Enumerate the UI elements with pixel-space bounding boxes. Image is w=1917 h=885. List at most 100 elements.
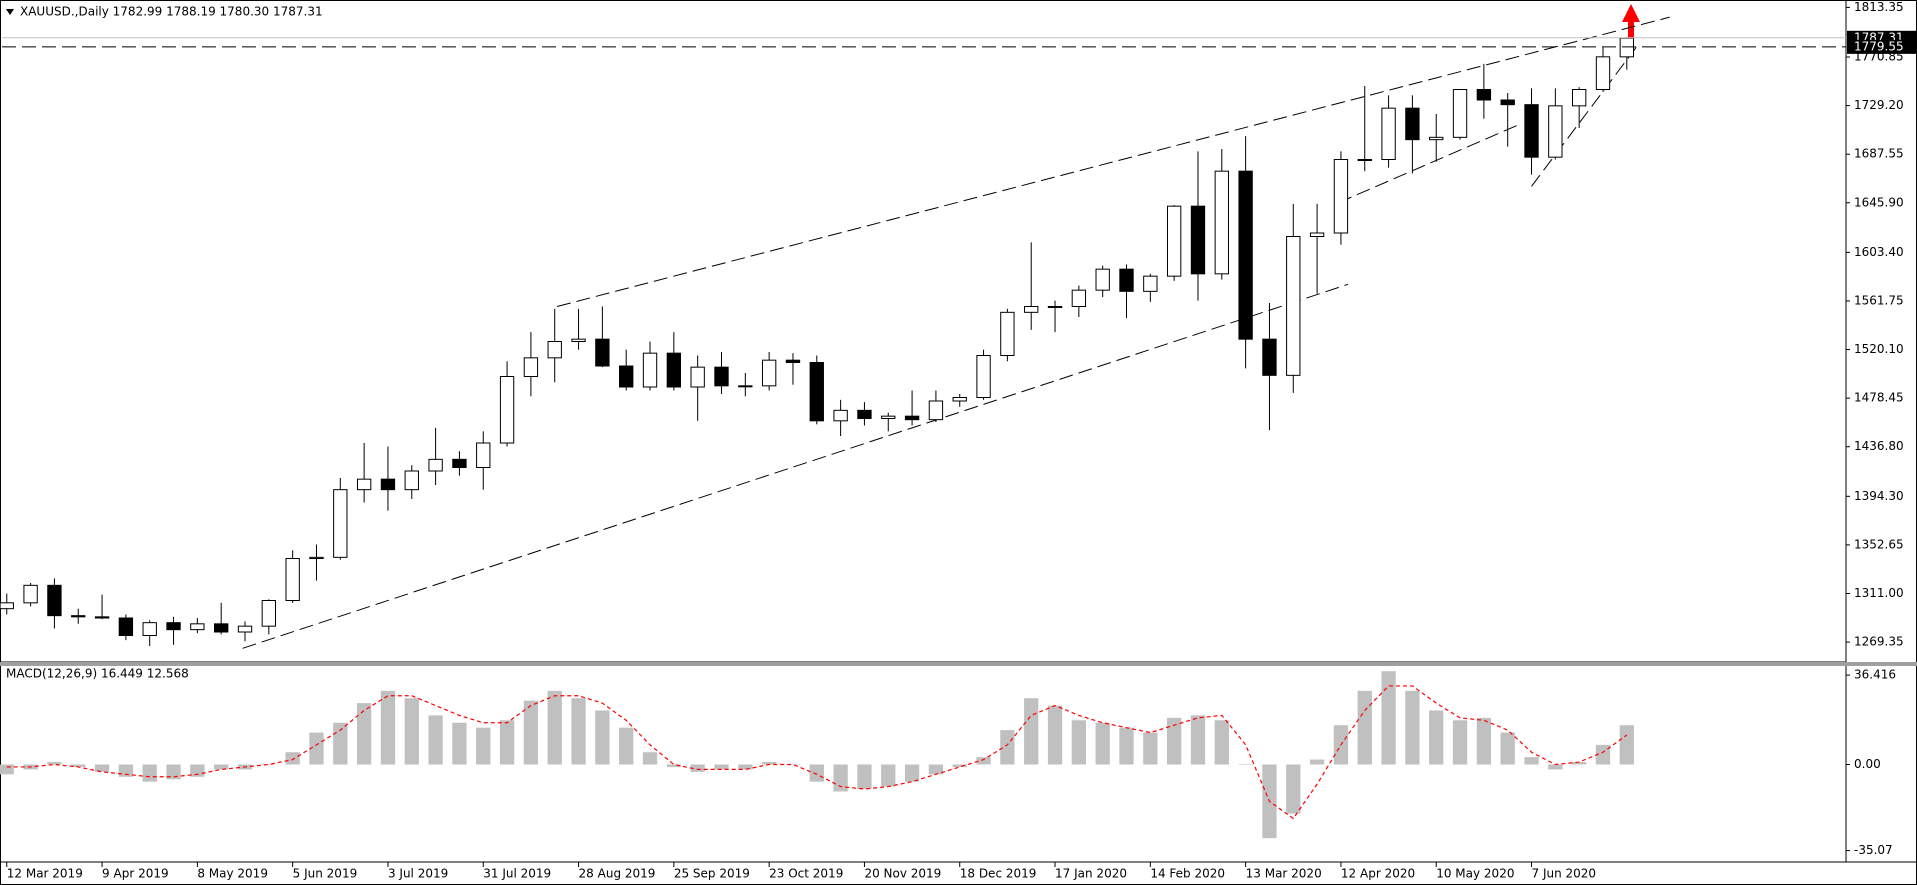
candle-body (1119, 268, 1134, 292)
macd-bar (333, 722, 348, 765)
candle-body (23, 584, 38, 604)
x-tick-label: 23 Oct 2019 (769, 867, 843, 881)
y-tick-label: 1603.40 (1854, 245, 1904, 259)
macd-bar (1452, 720, 1468, 765)
x-tick-label: 14 Feb 2020 (1150, 867, 1225, 881)
candle-body (1500, 99, 1515, 106)
y-tick-label: 1520.10 (1854, 342, 1904, 356)
candle-body (499, 376, 515, 444)
candle-body (94, 616, 110, 619)
macd-bar (857, 764, 872, 790)
y-tick-label: 1687.55 (1854, 147, 1904, 161)
y-tick-label: 1311.00 (1854, 586, 1904, 600)
x-tick-label: 10 May 2020 (1436, 867, 1514, 881)
macd-bar (1214, 720, 1229, 765)
macd-bar (952, 764, 967, 767)
macd-bar (1000, 730, 1015, 765)
candle-body (1286, 236, 1301, 376)
candle-body (1452, 89, 1468, 138)
macd-bar (1381, 671, 1396, 765)
y-tick-label: 0.00 (1854, 757, 1881, 771)
y-tick-label: 36.416 (1854, 668, 1896, 682)
macd-bar (166, 764, 181, 780)
candle-body (571, 338, 586, 342)
x-tick-label: 25 Sep 2019 (674, 867, 750, 881)
x-tick-label: 5 Jun 2019 (293, 867, 358, 881)
macd-bar (1357, 690, 1372, 765)
macd-bar (1167, 717, 1182, 765)
macd-bar (1309, 759, 1325, 765)
macd-bar (499, 720, 515, 765)
x-tick-label: 17 Jan 2020 (1055, 867, 1127, 881)
macd-bar (1524, 757, 1539, 765)
candle-body (333, 489, 348, 558)
candle-body (1548, 105, 1563, 158)
candle-body (356, 478, 372, 491)
macd-bar (1429, 710, 1444, 765)
candle-body (1071, 289, 1087, 307)
candle-body (976, 355, 991, 398)
candle-body (1524, 104, 1539, 158)
candle-body (1166, 205, 1182, 277)
trendline (1531, 43, 1640, 187)
trendline (242, 283, 1349, 649)
macd-bar (595, 710, 610, 765)
macd-bar (1595, 744, 1611, 765)
candle-body (666, 352, 682, 388)
macd-bar (1405, 690, 1420, 765)
y-tick-label: 1352.65 (1854, 537, 1904, 551)
candle-body (476, 442, 491, 468)
x-tick-label: 28 Aug 2019 (579, 867, 656, 881)
macd-bar (428, 715, 443, 765)
candle-body (1405, 107, 1420, 141)
y-tick-label: 1269.35 (1854, 635, 1904, 649)
candle-body (285, 558, 300, 601)
y-tick-label: 1561.75 (1854, 293, 1904, 307)
macd-bar (285, 752, 300, 765)
macd-bar (547, 690, 562, 765)
macd-bar (1572, 762, 1587, 765)
macd-bar (571, 698, 586, 765)
candle-body (1381, 107, 1396, 160)
candle-body (1333, 159, 1349, 234)
x-tick-label: 18 Dec 2019 (960, 867, 1037, 881)
candle-body (142, 622, 157, 637)
chart-title: XAUUSD.,Daily 1782.99 1788.19 1780.30 17… (20, 5, 323, 19)
candle-body (785, 359, 801, 363)
candle-body (881, 415, 896, 419)
collapse-icon[interactable] (6, 9, 14, 15)
candle-body (833, 409, 848, 422)
macd-bar (1071, 720, 1087, 765)
price-label: 1779.55 (1854, 39, 1904, 53)
candle-body (380, 478, 396, 491)
candle-body (619, 365, 634, 388)
candle-body (452, 458, 467, 469)
candle-body (309, 556, 324, 559)
candle-body (523, 357, 539, 378)
macd-bar (309, 732, 324, 765)
macd-bar (714, 764, 729, 770)
candle-body (47, 584, 62, 617)
panel-separator (0, 662, 1917, 666)
candle-body (404, 470, 419, 491)
macd-bar (785, 764, 801, 765)
macd-bar (1286, 764, 1301, 814)
candle-body (1000, 311, 1015, 357)
candle-body (761, 359, 777, 387)
candle-body (1595, 56, 1611, 90)
signal-arrow (1622, 4, 1640, 40)
macd-bar (476, 727, 491, 765)
candle-body (1024, 306, 1039, 313)
candle-body (428, 458, 443, 472)
candle-body (166, 622, 181, 631)
macd-bar (738, 764, 753, 770)
x-tick-label: 31 Jul 2019 (483, 867, 551, 881)
signal-line (6, 685, 1628, 820)
candle-body (1238, 170, 1253, 340)
macd-bar (1548, 764, 1563, 770)
macd-bar (904, 764, 920, 782)
candle-body (857, 409, 872, 420)
candle-body (0, 602, 14, 610)
candle-body (1190, 205, 1206, 275)
macd-bar (833, 764, 848, 792)
